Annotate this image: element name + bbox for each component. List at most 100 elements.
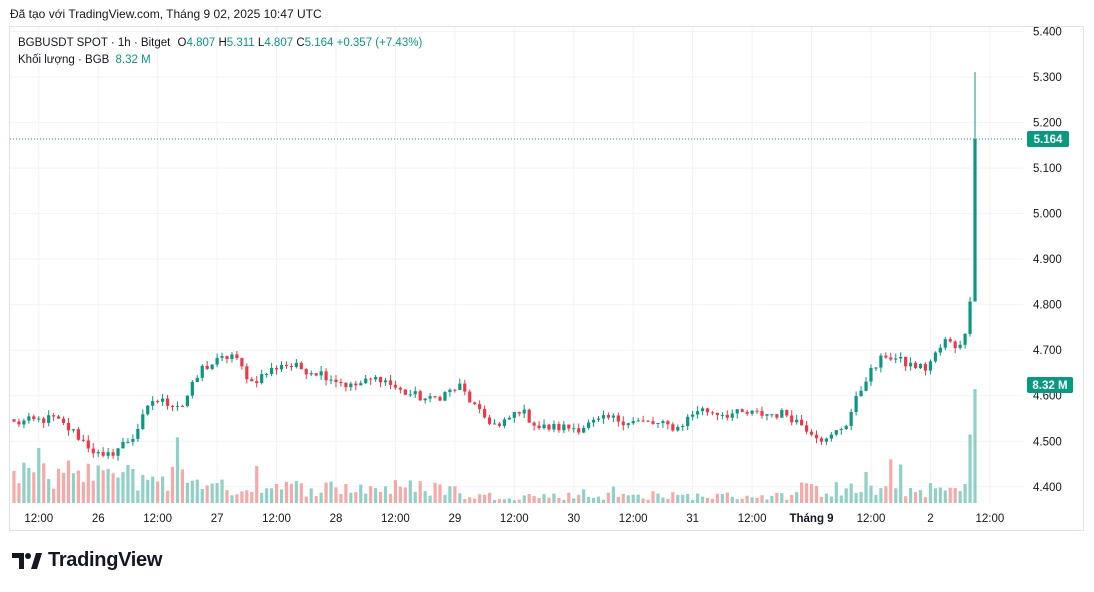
ohlc-legend-row: BGBUSDT SPOT · 1h · Bitget O4.807 H5.311…: [18, 35, 422, 52]
candle-body: [364, 378, 368, 384]
time-tick-label: 12:00: [619, 513, 648, 525]
candle-body: [339, 382, 343, 384]
candle-body: [819, 438, 824, 442]
volume-bar: [175, 437, 180, 503]
candle-body: [582, 427, 586, 433]
candle-body: [255, 381, 259, 384]
volume-bar: [507, 498, 511, 503]
volume-bar: [482, 494, 487, 503]
volume-bar: [849, 483, 853, 503]
candle-body: [478, 404, 482, 409]
volume-bar: [383, 486, 388, 503]
candle-body: [413, 391, 417, 395]
candle-body: [403, 389, 407, 395]
volume-bar: [42, 463, 46, 503]
candle-body: [963, 333, 967, 345]
high-label: H: [218, 37, 227, 49]
price-tick-label: 4.700: [1033, 345, 1062, 357]
candle-body: [755, 410, 759, 412]
candle-body: [968, 301, 972, 334]
candle-body: [309, 373, 313, 375]
time-tick-label: 30: [567, 513, 580, 525]
candle-body: [740, 409, 744, 412]
candle-body: [106, 452, 110, 456]
candle-body: [398, 387, 402, 390]
candle-body: [666, 421, 670, 425]
close-value: 5.164: [304, 37, 334, 49]
candle-body: [319, 371, 323, 376]
volume-bar: [240, 491, 244, 503]
candle-body: [205, 365, 209, 369]
volume-bar: [12, 470, 16, 503]
volume-bar: [909, 488, 913, 503]
volume-bar: [324, 482, 328, 503]
candle-body: [923, 364, 928, 371]
last-volume-badge-label: 8.32 M: [1032, 380, 1067, 392]
candle-body: [839, 429, 843, 431]
volume-bar: [938, 487, 942, 503]
candle-body: [408, 394, 412, 396]
volume-bar: [438, 484, 442, 503]
candle-body: [705, 408, 710, 413]
candle-body: [641, 420, 645, 422]
volume-bar: [185, 482, 189, 503]
candle-body: [591, 419, 596, 423]
volume-bar: [61, 472, 66, 503]
candle-body: [834, 430, 838, 435]
volume-bar: [864, 472, 868, 503]
volume-label[interactable]: Khối lượng · BGB: [18, 54, 110, 66]
candle-body: [497, 423, 502, 426]
change-value: +0.357 (+7.43%): [336, 37, 423, 49]
volume-bar: [591, 497, 596, 503]
candle-body: [245, 366, 249, 380]
symbol-label[interactable]: BGBUSDT SPOT · 1h · Bitget: [18, 37, 171, 49]
candle-body: [344, 382, 348, 388]
volume-bar: [423, 491, 427, 503]
volume-bar: [839, 495, 843, 503]
volume-bar: [904, 496, 908, 503]
volume-bar: [81, 482, 85, 503]
candle-body: [165, 398, 170, 406]
candle-body: [225, 356, 229, 359]
volume-bar: [636, 494, 640, 503]
candle-body: [170, 405, 175, 407]
time-tick-label: Tháng 9: [789, 513, 833, 525]
tradingview-logo[interactable]: TradingView: [12, 549, 162, 572]
volume-bar: [151, 476, 155, 503]
volume-bar: [874, 494, 878, 503]
volume-bar: [502, 499, 507, 503]
volume-bar: [121, 472, 125, 503]
volume-bar: [800, 482, 804, 503]
volume-bar: [101, 470, 105, 503]
time-tick-label: 12:00: [500, 513, 529, 525]
volume-bar: [319, 492, 323, 503]
candle-body: [542, 424, 546, 429]
candle-body: [378, 377, 383, 383]
candle-body: [745, 411, 749, 414]
volume-bar: [646, 499, 650, 503]
volume-bar: [304, 496, 308, 503]
candle-body: [844, 425, 848, 430]
candle-body: [943, 339, 947, 348]
volume-bar: [126, 464, 130, 503]
candle-body: [611, 415, 615, 418]
candle-body: [849, 411, 853, 426]
volume-bar: [691, 499, 695, 503]
candle-body: [17, 421, 21, 425]
volume-bar: [695, 493, 700, 503]
candle-body: [369, 378, 373, 380]
volume-bar: [170, 466, 175, 503]
volume-bar: [66, 460, 71, 503]
candle-body: [676, 426, 680, 431]
candle-body: [492, 423, 497, 425]
volume-bar: [398, 486, 402, 503]
volume-bar: [943, 490, 947, 503]
candle-body: [814, 434, 819, 439]
volume-bar: [829, 496, 833, 503]
volume-bar: [804, 483, 809, 503]
candle-body: [532, 422, 536, 426]
candle-body: [260, 374, 264, 384]
volume-bar: [577, 494, 581, 503]
volume-bar: [344, 484, 348, 503]
